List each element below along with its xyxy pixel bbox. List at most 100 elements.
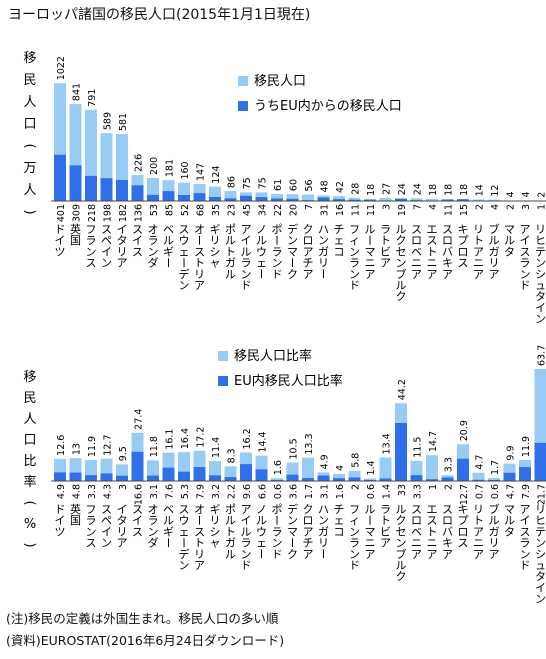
x-tick-label-char: ト [473,514,484,527]
x-tick-label-char: ン [272,257,283,270]
x-tick-label-char: ス [520,245,531,258]
data-label-total: 10.5 [289,438,300,459]
x-tick-label-char: ド [520,559,531,572]
x-tick-label-char: ア [365,268,376,281]
x-tick-label-char: マ [504,223,515,236]
bar-eu [85,175,97,201]
data-label-total: 28 [351,183,362,195]
x-tick-label-char: ス [101,503,112,516]
bar-total [410,198,423,201]
x-tick-label-char: ト [380,234,391,247]
data-label-total: 11.9 [87,436,98,457]
x-tick-label-char: 国 [70,234,81,247]
bar-eu [457,199,469,201]
x-tick-label-char: ル [225,548,236,561]
x-tick-label-char: ノ [256,223,267,236]
x-tick-label-char: ツ [55,245,66,258]
x-tick-label-char: ス [520,525,531,538]
bar-total [426,198,438,201]
bar-total [271,193,283,201]
x-tick-label-char: ブ [396,547,407,561]
x-tick-label-char: ン [520,268,531,281]
x-tick-label-char: ド [55,223,66,236]
bar-total [379,457,392,481]
data-label-eu: 218 [87,204,98,222]
data-label-eu: 3.1 [149,484,160,499]
x-tick-label-char: ギ [163,525,174,538]
bar-eu [240,464,252,481]
x-tick-label-char: ニ [427,257,438,270]
x-tick-label-char: ラ [520,537,531,550]
x-tick-label-char: ェ [179,245,190,258]
x-tick-label-char: ア [117,537,128,550]
x-tick-label-char: ニ [411,537,422,550]
bar-total [534,369,546,481]
bar-total [379,197,392,201]
x-tick-label-char: キ [442,257,453,270]
data-label-eu: 1.7 [304,484,315,499]
y-axis-title-char: 比 [23,454,36,469]
bar-eu [224,198,237,201]
x-tick-label-char: ラ [380,503,391,516]
bar-eu [348,199,361,201]
x-tick-label-char: タ [504,245,515,258]
bar-eu [271,479,283,481]
data-label-total: 4 [335,465,346,471]
data-label-total: 147 [196,163,207,181]
x-tick-label-char: オ [194,223,205,236]
x-tick-label-char: ア [442,548,453,561]
data-label-eu: 3.3 [413,484,424,499]
x-tick-label-char: リ [535,223,546,236]
x-tick-label-char: ン [86,525,97,538]
x-tick-label-char: リ [117,245,128,258]
data-label-eu: 3.1 [320,484,331,499]
data-label-total: 5.8 [351,453,362,468]
data-label-eu: 31 [320,204,331,216]
x-tick-label-char: リ [489,537,500,550]
x-tick-label-char: ン [349,525,360,538]
x-tick-label-char: ン [349,245,360,258]
x-tick-label-char: ル [163,234,174,247]
x-tick-label-char: キ [458,503,469,516]
bar-total [472,199,485,201]
bar-eu [317,197,330,201]
bar-total [472,472,485,481]
x-tick-label-char: キ [458,223,469,236]
bar-eu [54,472,66,481]
bar-eu [441,477,454,481]
x-tick-label-char: ア [427,548,438,561]
y-axis-title-char: 口 [23,433,36,448]
data-label-eu: 3 [118,484,129,490]
data-label-total: 48 [320,180,331,192]
x-tick-label-char: ン [148,245,159,258]
x-tick-label-char: ス [442,223,453,236]
x-tick-label-char: イ [117,503,128,516]
x-tick-label-char: ス [132,223,143,236]
bar-eu [348,477,361,481]
x-tick-label-char: ル [241,525,252,538]
y-axis-title-char: 口 [23,117,36,132]
x-tick-label-char: タ [504,525,515,538]
x-tick-label-char: ト [194,257,205,270]
bar-eu [116,475,128,481]
data-label-eu: 33 [397,484,408,496]
x-tick-label-char: ビ [380,245,391,258]
bar-total [333,196,345,201]
x-tick-label-char: ア [241,503,252,516]
bar-eu [116,180,128,201]
data-label-eu: 1 [428,484,439,490]
y-axis-title-char: 人 [23,412,36,427]
data-label-total: 4 [506,191,517,197]
data-label-eu: 45 [242,204,253,216]
data-label-eu: 53 [149,204,160,216]
x-tick-label-char: ド [55,503,66,516]
x-tick-label-char: タ [117,234,128,247]
x-tick-label-char: ブ [489,222,500,236]
x-tick-label-char: ア [303,548,314,561]
data-label-eu: 0.6 [490,484,501,499]
bar-total [286,194,299,201]
x-tick-label-char: ア [241,223,252,236]
y-axis-title-char: ( [22,143,37,148]
x-tick-label-char: ロ [458,525,469,538]
